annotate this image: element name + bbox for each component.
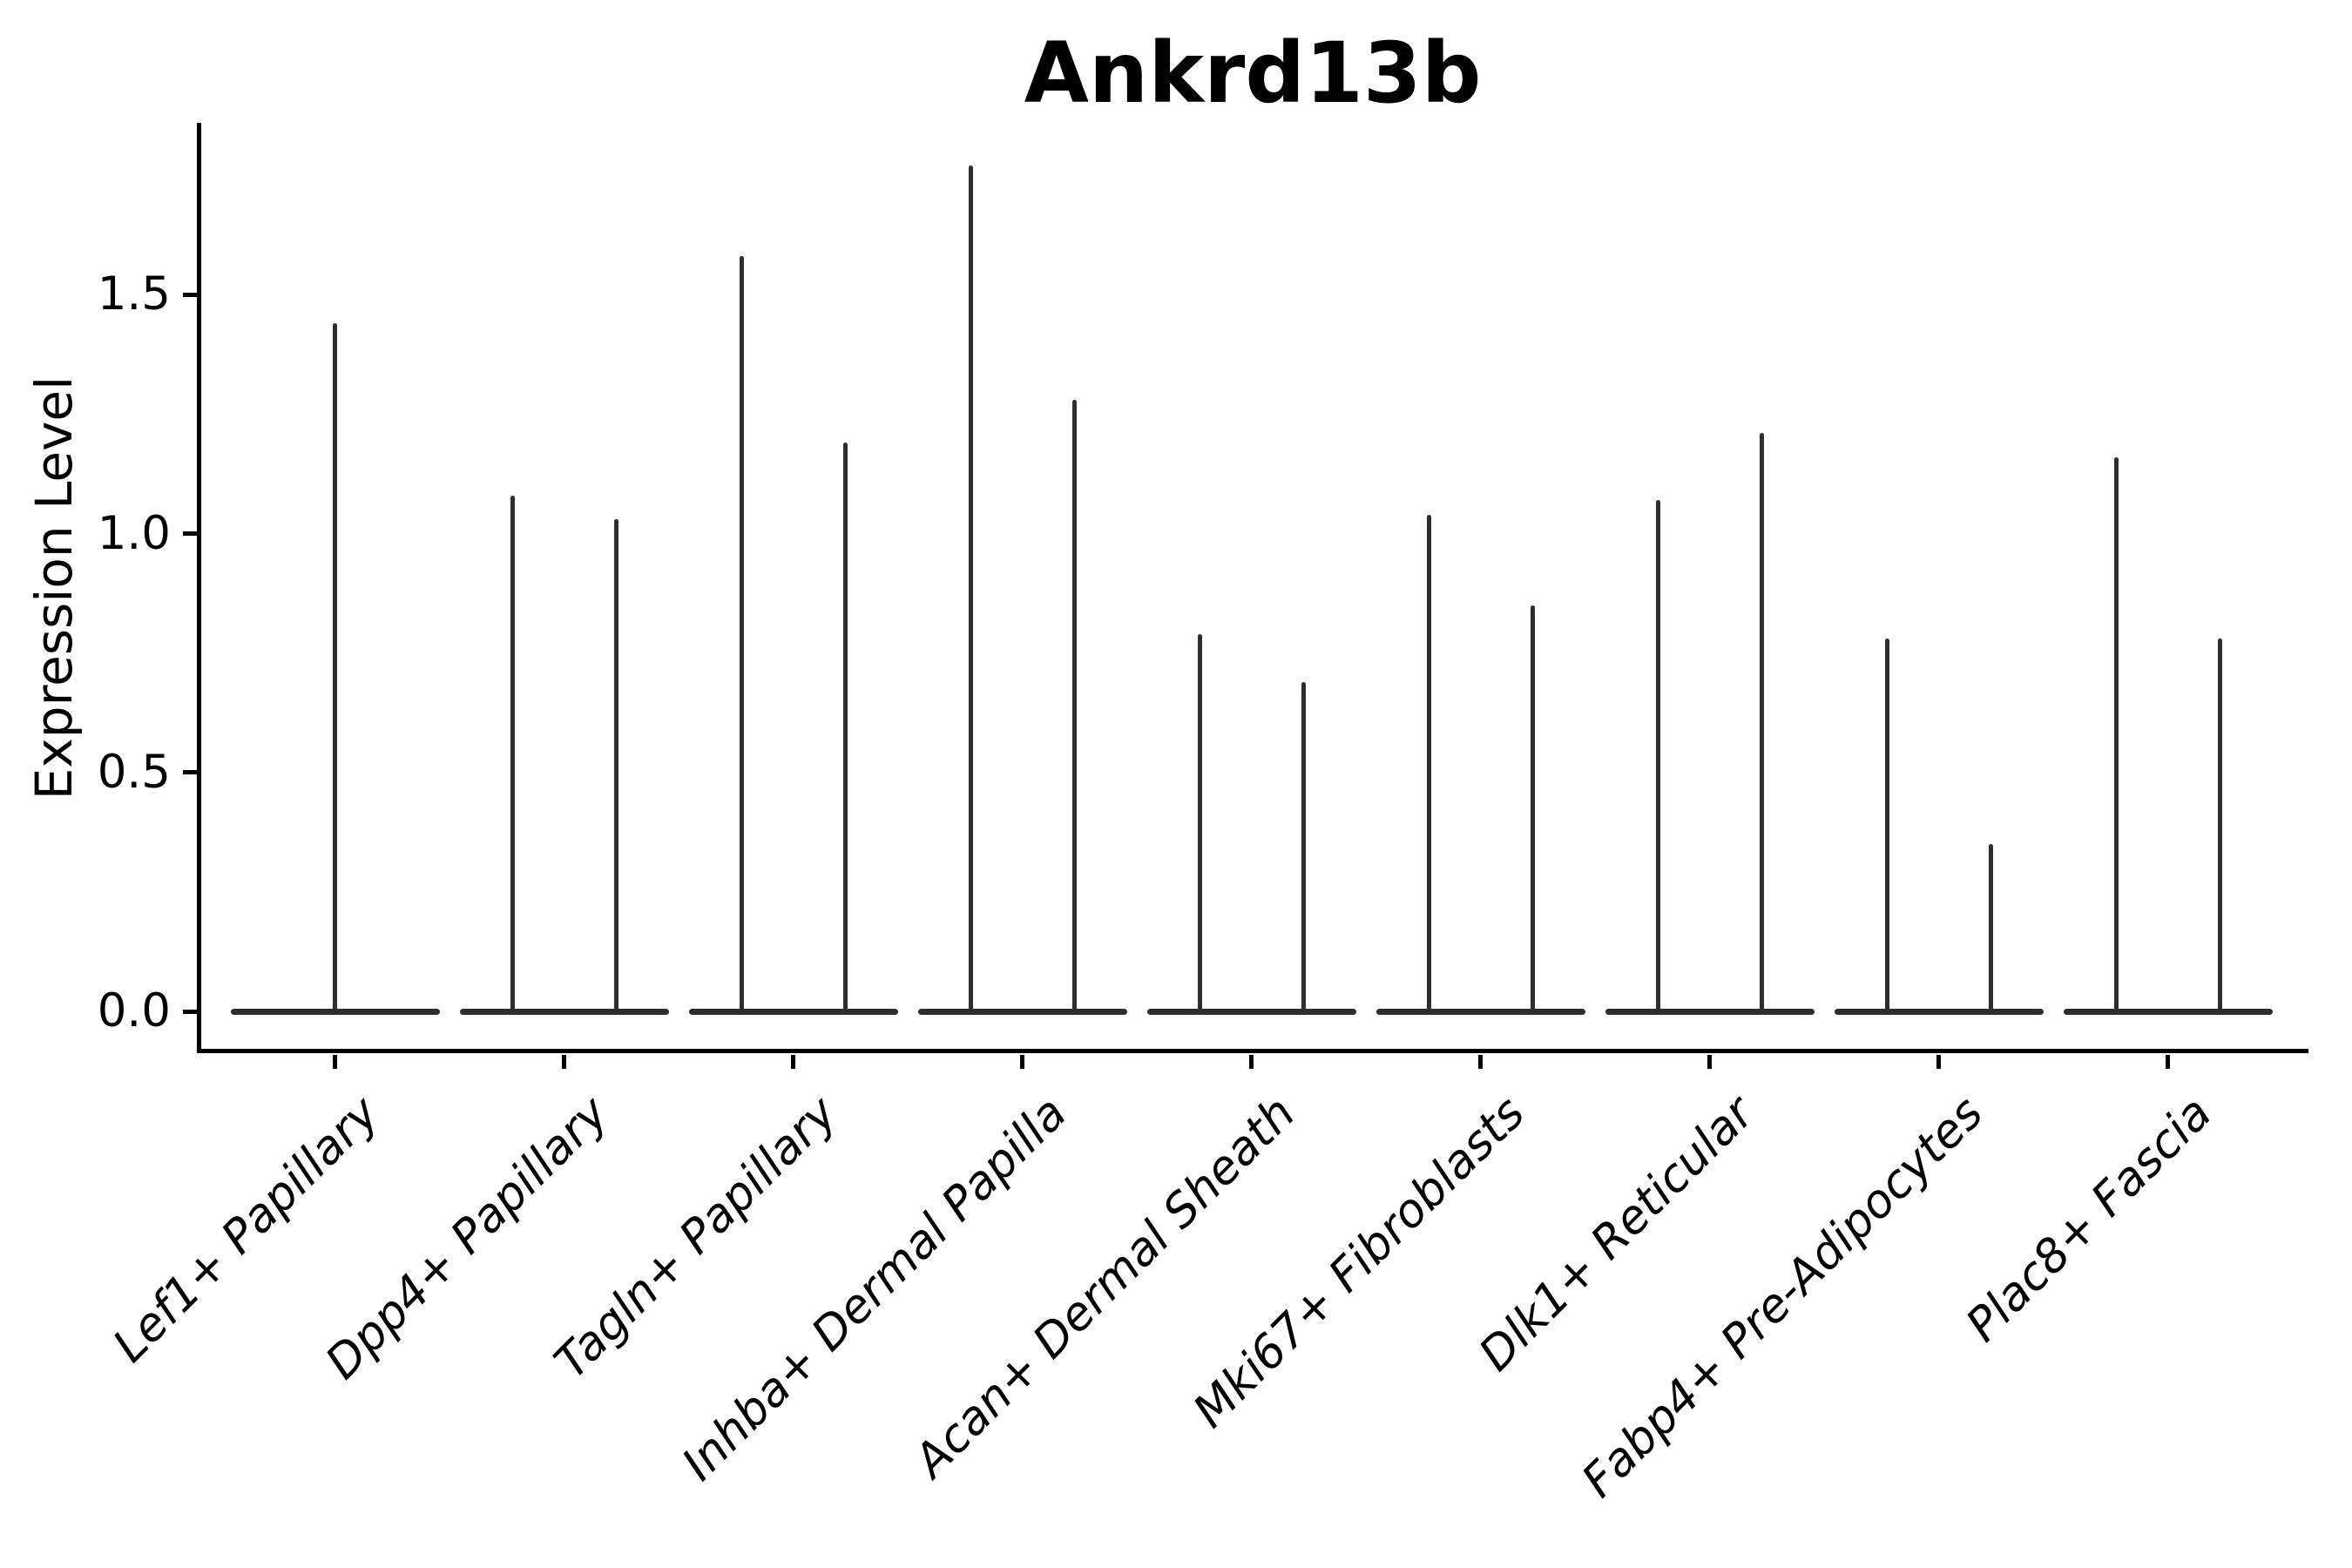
x-tick-mark [1707,1055,1712,1069]
x-tick-mark [333,1055,337,1069]
x-tick-label: Plac8+ Fascia [1956,1086,2222,1353]
y-tick-mark [183,770,197,775]
y-axis-label: Expression Level [24,375,84,801]
violin-baseline [230,1008,440,1015]
violin-spike [613,519,618,1011]
plot-area [197,123,2308,1053]
x-tick-mark [1478,1055,1483,1069]
y-tick-label: 1.0 [97,506,171,560]
violin-spike [2113,456,2119,1011]
y-tick-mark [183,1009,197,1014]
violin-baseline [688,1008,898,1015]
chart-title: Ankrd13b [1024,24,1482,122]
violin-spike [1426,514,1431,1011]
violin-spike [1197,633,1202,1011]
x-tick-mark [562,1055,566,1069]
violin-spike [739,256,744,1011]
y-tick-label: 1.5 [97,267,171,321]
violin-spike [1071,399,1077,1011]
x-tick-mark [2166,1055,2170,1069]
y-tick-label: 0.0 [97,984,171,1037]
violin-spike [1530,605,1535,1011]
violin-baseline [1146,1008,1356,1015]
x-tick-label: Fabp4+ Pre-Adipocytes [1571,1086,1993,1508]
violin-spike [1884,639,1889,1011]
violin-spike [1759,433,1764,1011]
violin-spike [1655,500,1660,1011]
violin-spike [1301,681,1306,1011]
x-tick-mark [1020,1055,1024,1069]
y-tick-mark [183,531,197,536]
violin-spike [1988,844,1993,1011]
x-tick-label: Acan+ Dermal Sheath [904,1086,1306,1488]
y-tick-label: 0.5 [97,745,171,799]
violin-baseline [1605,1008,1815,1015]
violin-spike [2217,639,2222,1011]
x-tick-mark [1249,1055,1254,1069]
violin-baseline [2063,1008,2273,1015]
x-tick-mark [791,1055,795,1069]
x-tick-label: Inhba+ Dermal Papilla [672,1086,1077,1491]
violin-spike [333,323,337,1011]
violin-spike [842,443,848,1011]
y-tick-mark [183,292,197,297]
violin-baseline [1375,1008,1585,1015]
violin-spike [510,495,515,1011]
violin-baseline [917,1008,1127,1015]
x-tick-mark [1936,1055,1941,1069]
violin-spike [968,166,973,1011]
violin-baseline [1834,1008,2044,1015]
violin-baseline [459,1008,669,1015]
